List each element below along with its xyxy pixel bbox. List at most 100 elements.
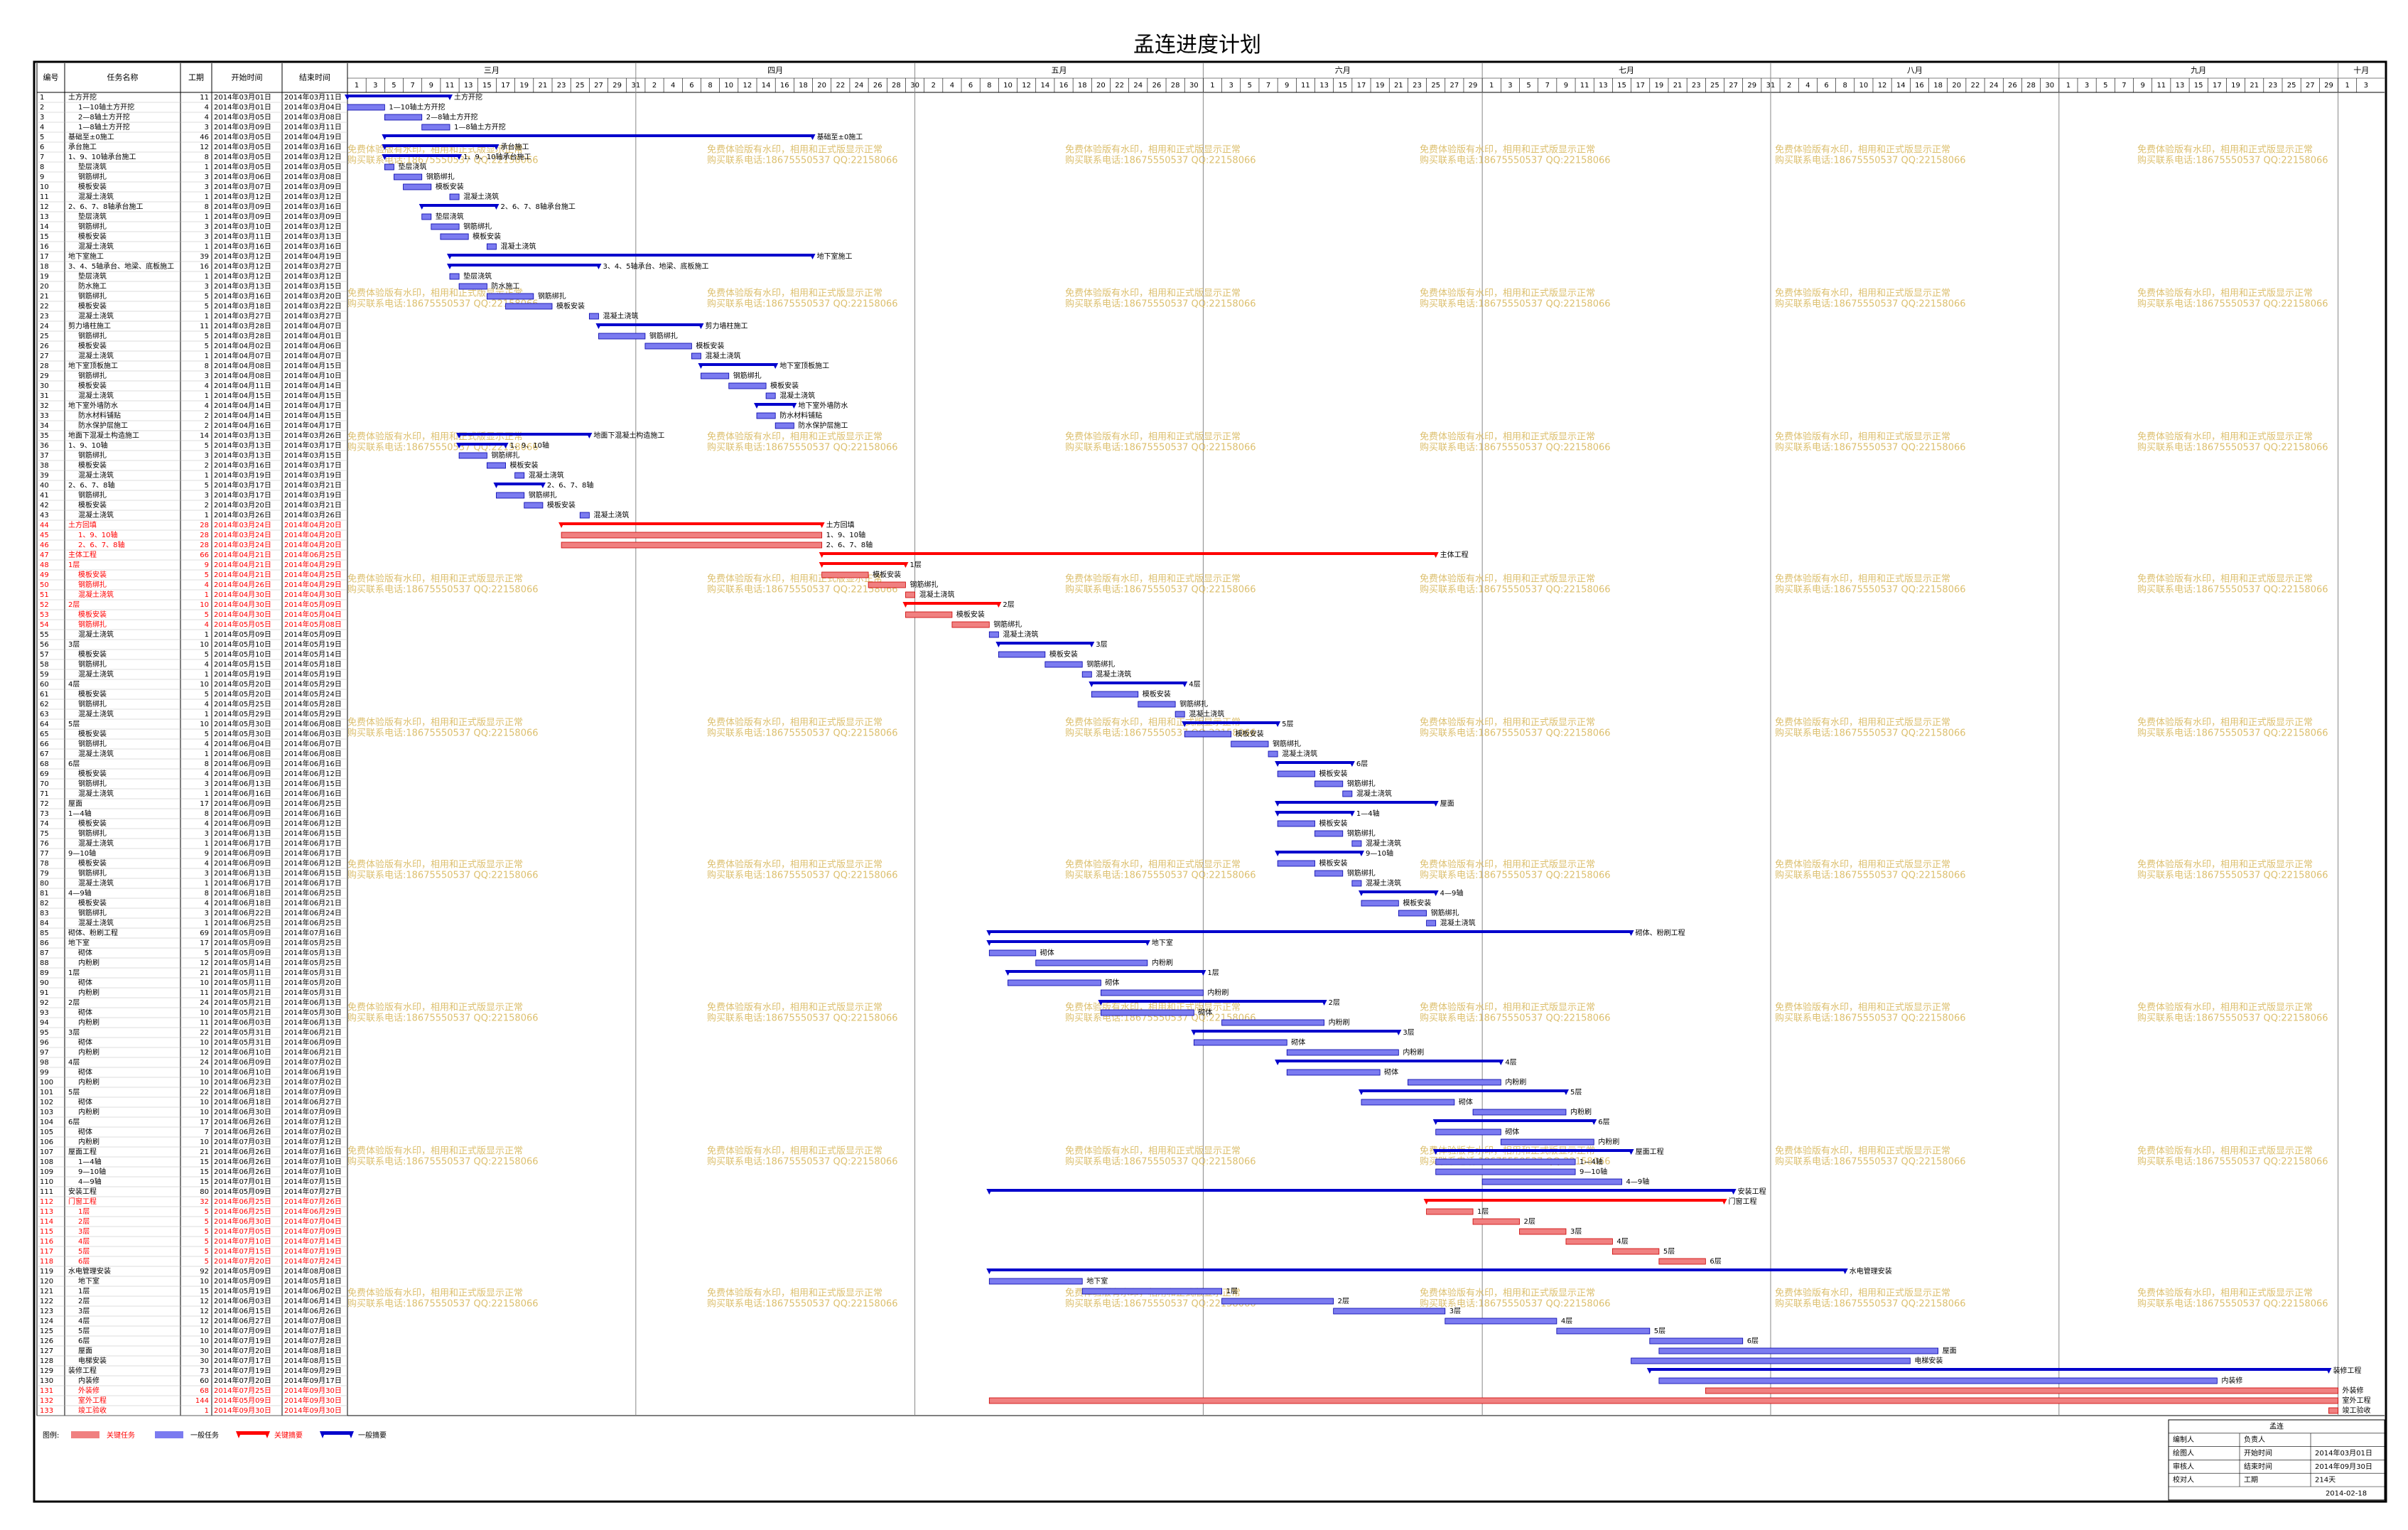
task-duration: 3 bbox=[205, 452, 209, 460]
task-start: 2014年05月20日 bbox=[214, 689, 271, 699]
bar-label: 1—4轴 bbox=[1356, 809, 1380, 818]
task-id: 26 bbox=[40, 343, 49, 350]
task-start: 2014年03月11日 bbox=[214, 232, 271, 241]
task-id: 35 bbox=[40, 432, 49, 440]
task-id: 133 bbox=[40, 1407, 53, 1415]
task-end: 2014年06月24日 bbox=[284, 908, 342, 917]
task-start: 2014年05月21日 bbox=[214, 1008, 271, 1017]
bar-label: 水电管理安装 bbox=[1850, 1266, 1892, 1276]
task-end: 2014年04月07日 bbox=[284, 351, 342, 360]
outer-frame bbox=[33, 60, 2387, 1503]
task-bar bbox=[1408, 1079, 1501, 1086]
summary-bar bbox=[1194, 1030, 1399, 1033]
task-duration: 10 bbox=[200, 1327, 209, 1335]
bar-label: 装修工程 bbox=[2333, 1366, 2361, 1375]
task-duration: 1 bbox=[205, 750, 209, 758]
day-label: 23 bbox=[557, 82, 566, 90]
task-bar bbox=[1472, 1218, 1520, 1225]
task-start: 2014年05月31日 bbox=[214, 1028, 271, 1037]
task-end: 2014年09月29日 bbox=[284, 1366, 342, 1375]
task-end: 2014年03月12日 bbox=[284, 271, 342, 281]
title-block-cell: 绘图人 bbox=[2173, 1448, 2194, 1458]
summary-end bbox=[1275, 721, 1281, 727]
summary-end bbox=[1842, 1268, 1848, 1274]
task-end: 2014年03月27日 bbox=[284, 262, 342, 271]
task-name: 承台施工 bbox=[68, 142, 97, 151]
summary-end bbox=[1321, 1000, 1327, 1006]
task-duration: 32 bbox=[200, 1198, 209, 1206]
task-id: 105 bbox=[40, 1128, 53, 1136]
task-id: 38 bbox=[40, 462, 49, 470]
task-start: 2014年04月16日 bbox=[214, 421, 271, 430]
task-name: 3层 bbox=[68, 1028, 80, 1037]
bar-label: 钢筋绑扎 bbox=[733, 371, 762, 380]
bar-label: 3层 bbox=[1449, 1307, 1461, 1315]
summary-end bbox=[902, 562, 909, 568]
task-name: 模板安装 bbox=[78, 729, 107, 738]
task-id: 48 bbox=[40, 561, 49, 569]
task-id: 28 bbox=[40, 362, 49, 370]
day-label: 26 bbox=[2008, 82, 2017, 90]
task-name: 模板安装 bbox=[78, 610, 107, 619]
task-bar bbox=[486, 462, 506, 469]
bar-label: 3、4、5轴承台、地梁、底板施工 bbox=[603, 262, 708, 271]
task-bar bbox=[561, 542, 823, 549]
task-start: 2014年04月11日 bbox=[214, 381, 271, 390]
day-label: 6 bbox=[689, 82, 693, 90]
task-id: 120 bbox=[40, 1278, 53, 1286]
task-bar bbox=[1277, 770, 1315, 777]
bar-label: 钢筋绑扎 bbox=[1273, 739, 1301, 748]
watermark: 购买联系电话:18675550537 QQ:22158066 bbox=[1420, 728, 1611, 739]
bar-label: 竣工验收 bbox=[2343, 1406, 2371, 1415]
task-name: 5层 bbox=[78, 1327, 90, 1335]
day-label: 24 bbox=[1133, 82, 1143, 90]
summary-end bbox=[1349, 811, 1355, 817]
summary-end bbox=[456, 433, 463, 438]
task-bar bbox=[449, 273, 460, 280]
summary-bar bbox=[821, 552, 1436, 555]
task-end: 2014年06月13日 bbox=[284, 1018, 342, 1027]
task-duration: 10 bbox=[200, 1337, 209, 1345]
task-id: 101 bbox=[40, 1089, 53, 1097]
summary-end bbox=[1628, 930, 1634, 936]
summary-end bbox=[2326, 1368, 2332, 1374]
bar-label: 内粉刷 bbox=[1207, 988, 1229, 997]
title-block-cell: 编制人 bbox=[2173, 1435, 2194, 1444]
task-bar bbox=[1091, 691, 1139, 698]
task-duration: 1 bbox=[205, 313, 209, 320]
watermark: 免费体验版有水印，相用和正式版显示正常 bbox=[1065, 859, 1241, 871]
task-bar bbox=[1426, 920, 1437, 927]
task-duration: 1 bbox=[205, 711, 209, 718]
task-start: 2014年06月17日 bbox=[214, 839, 271, 848]
task-id: 70 bbox=[40, 780, 49, 788]
task-id: 58 bbox=[40, 661, 49, 669]
task-end: 2014年03月08日 bbox=[284, 112, 342, 122]
task-name: 钢筋绑扎 bbox=[78, 580, 107, 589]
watermark: 免费体验版有水印，相用和正式版显示正常 bbox=[2137, 1146, 2313, 1157]
task-start: 2014年06月17日 bbox=[214, 878, 271, 888]
bar-label: 3层 bbox=[1570, 1227, 1582, 1236]
task-bar bbox=[1612, 1248, 1660, 1255]
summary-end bbox=[1432, 1149, 1439, 1155]
task-name: 1层 bbox=[68, 969, 80, 977]
bar-label: 4—9轴 bbox=[1626, 1177, 1650, 1186]
task-duration: 7 bbox=[205, 1128, 209, 1136]
task-bar bbox=[1361, 1099, 1455, 1106]
task-name: 混凝土浇筑 bbox=[78, 311, 114, 320]
task-id: 52 bbox=[40, 601, 49, 609]
task-id: 4 bbox=[40, 124, 44, 131]
task-end: 2014年06月13日 bbox=[284, 998, 342, 1007]
task-bar bbox=[1286, 1069, 1381, 1076]
task-start: 2014年03月13日 bbox=[214, 431, 271, 440]
watermark: 免费体验版有水印，相用和正式版显示正常 bbox=[707, 1002, 882, 1013]
task-id: 119 bbox=[40, 1268, 53, 1276]
title-block-cell: 结束时间 bbox=[2244, 1462, 2272, 1471]
legend-swatch bbox=[71, 1431, 99, 1438]
task-start: 2014年06月26日 bbox=[214, 1157, 271, 1166]
watermark: 免费体验版有水印，相用和正式版显示正常 bbox=[707, 859, 882, 871]
task-name: 钢筋绑扎 bbox=[78, 490, 107, 500]
summary-end bbox=[502, 443, 509, 448]
task-duration: 28 bbox=[200, 522, 209, 529]
watermark: 免费体验版有水印，相用和正式版显示正常 bbox=[1775, 1146, 1950, 1157]
task-start: 2014年04月21日 bbox=[214, 570, 271, 579]
